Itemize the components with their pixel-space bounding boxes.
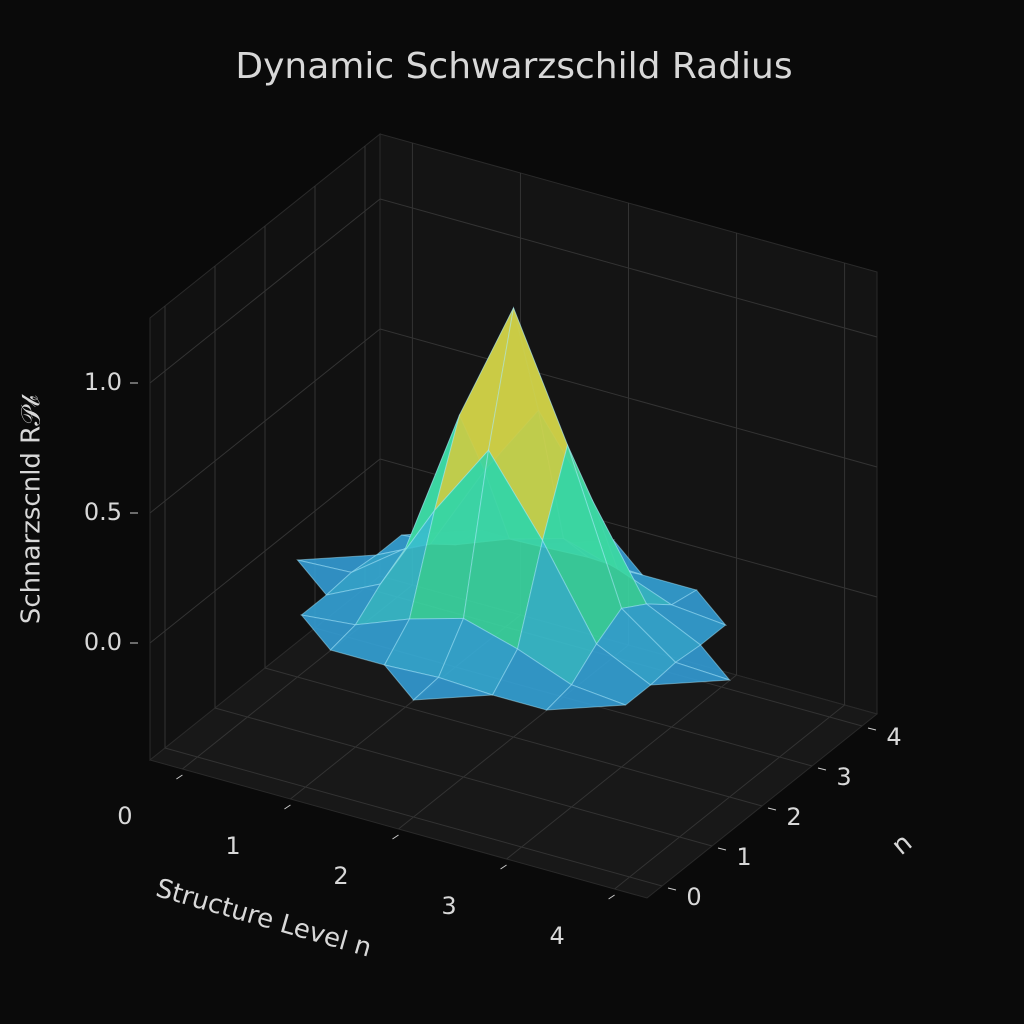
x-tick-label: 4 <box>549 922 564 950</box>
grid-line <box>149 198 381 384</box>
surface-patch <box>649 661 730 686</box>
x-tick <box>392 834 399 840</box>
x-tick <box>284 804 291 810</box>
y-tick-label: 4 <box>886 723 901 751</box>
y-tick-label: 1 <box>736 843 751 871</box>
z-tick-label: 1.0 <box>84 368 122 396</box>
y-tick <box>767 807 777 811</box>
grid-line <box>379 198 878 338</box>
grid-line <box>264 667 763 807</box>
surface-patch <box>644 603 727 646</box>
grid-line <box>164 747 663 887</box>
x-tick-label: 2 <box>333 862 348 890</box>
y-tick <box>667 887 677 891</box>
z-tick-label: 0.0 <box>84 628 122 656</box>
x-tick-label: 1 <box>225 832 240 860</box>
z-tick-label: 0.5 <box>84 498 122 526</box>
z-axis-label: Schnarzscnld R𝒫𝒷 <box>17 394 47 624</box>
grid-line <box>379 328 878 468</box>
chart-title: Dynamic Schwarzschild Radius <box>235 46 792 87</box>
x-tick-label: 0 <box>117 802 132 830</box>
surface-patch <box>412 676 493 701</box>
x-tick <box>500 864 507 870</box>
y-tick-label: 3 <box>836 763 851 791</box>
x-tick <box>608 894 615 900</box>
grid-line <box>149 458 381 644</box>
x-tick-label: 3 <box>441 892 456 920</box>
x-tick <box>176 774 183 780</box>
grid-line <box>214 707 713 847</box>
y-tick <box>817 767 827 771</box>
y-tick <box>717 847 727 851</box>
y-tick-label: 2 <box>786 803 801 831</box>
y-tick <box>867 727 877 731</box>
y-tick-label: 0 <box>686 883 701 911</box>
grid-line <box>149 328 381 514</box>
surface-patch <box>545 684 626 711</box>
